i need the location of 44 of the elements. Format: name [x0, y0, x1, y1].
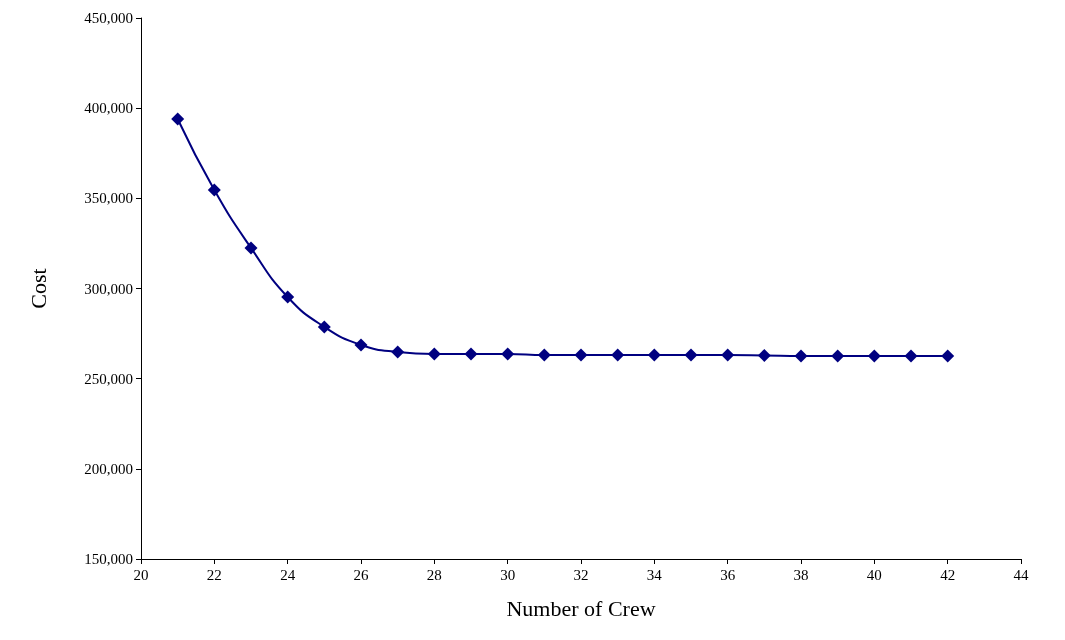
y-tick-label: 200,000 [84, 460, 133, 477]
point [611, 348, 625, 362]
point [867, 349, 881, 363]
x-tick-label: 20 [133, 566, 149, 583]
point [317, 320, 331, 334]
x-tick-label: 36 [720, 566, 736, 583]
point [244, 241, 258, 255]
point [171, 112, 185, 126]
point [757, 348, 771, 362]
y-tick-label: 300,000 [84, 280, 133, 297]
point [501, 347, 515, 361]
y-axis-title: Cost [25, 268, 51, 309]
y-tick-label: 400,000 [84, 100, 133, 117]
point [537, 348, 551, 362]
x-tick-label: 40 [866, 566, 882, 583]
x-tick-label: 30 [500, 566, 516, 583]
point [794, 349, 808, 363]
x-axis-title: Number of Crew [506, 595, 656, 621]
point [281, 290, 295, 304]
point [207, 183, 221, 197]
point [721, 348, 735, 362]
x-tick-label: 42 [940, 566, 956, 583]
point [831, 349, 845, 363]
x-tick-label: 34 [646, 566, 663, 583]
y-tick-label: 150,000 [84, 551, 133, 567]
x-tick-label: 44 [1013, 566, 1029, 583]
point [684, 348, 698, 362]
point [391, 345, 405, 359]
point [574, 348, 588, 362]
x-tick-label: 28 [426, 566, 442, 583]
point [464, 347, 478, 361]
y-tick-label: 250,000 [84, 370, 133, 387]
point [941, 349, 955, 363]
x-tick-label: 38 [793, 566, 809, 583]
x-tick-label: 22 [206, 566, 222, 583]
x-tick-label: 24 [280, 566, 296, 583]
y-tick-label: 450,000 [84, 10, 133, 26]
x-tick-label: 26 [353, 566, 369, 583]
point [647, 348, 661, 362]
point [354, 338, 368, 352]
x-tick-label: 32 [573, 566, 589, 583]
point [427, 347, 441, 361]
y-tick-label: 350,000 [84, 190, 133, 207]
point [904, 349, 918, 363]
